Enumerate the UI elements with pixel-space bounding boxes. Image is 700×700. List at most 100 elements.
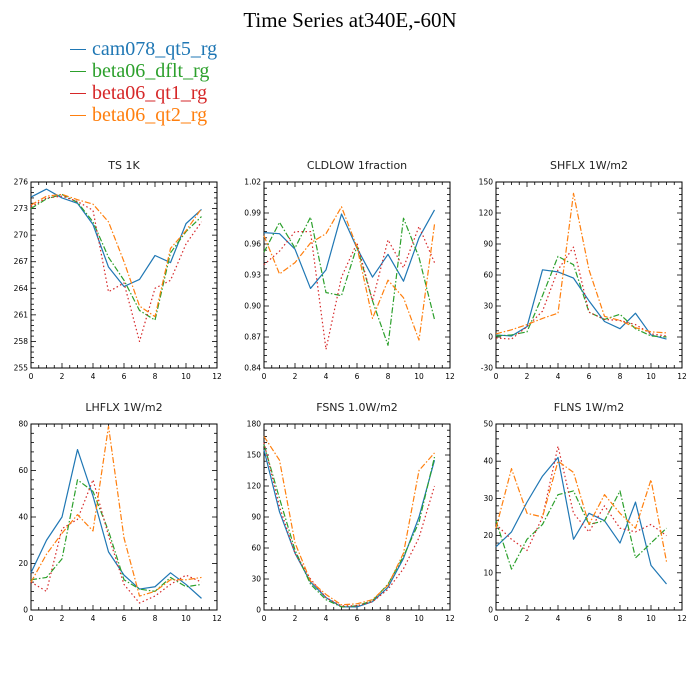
y-tick-label: 258 [14, 337, 29, 346]
legend-item-beta06-qt2: beta06_qt2_rg [70, 104, 217, 126]
y-tick-label: 80 [18, 420, 28, 429]
series-line-cam078-qt5-rg [495, 269, 667, 340]
x-tick-label: 12 [677, 372, 687, 381]
x-tick-label: 10 [646, 372, 656, 381]
y-tick-label: 120 [479, 209, 494, 218]
legend-swatch [70, 92, 86, 94]
y-tick-label: 20 [18, 559, 28, 568]
chart-title: CLDLOW 1fraction [307, 159, 407, 172]
x-tick-label: 2 [525, 372, 530, 381]
series-line-cam078-qt5-rg [30, 448, 202, 599]
x-tick-label: 8 [386, 614, 391, 623]
y-tick-label: 40 [483, 457, 493, 466]
y-tick-label: 60 [18, 466, 28, 475]
y-tick-label: 264 [14, 284, 29, 293]
x-tick-label: 0 [29, 614, 34, 623]
legend-label: beta06_qt2_rg [92, 104, 208, 126]
series-line-beta06-dflt-rg [495, 255, 667, 338]
legend-swatch [70, 70, 86, 72]
series-line-beta06-dflt-rg [30, 479, 202, 593]
chart-title: SHFLX 1W/m2 [550, 159, 628, 172]
legend-label: cam078_qt5_rg [92, 38, 218, 60]
x-tick-label: 12 [212, 372, 222, 381]
chart-panel: LHFLX 1W/m2 0 2 4 6 8 10 12 0 20 40 60 80 [18, 401, 222, 623]
y-tick-label: -30 [481, 364, 493, 373]
x-tick-label: 12 [445, 614, 455, 623]
x-tick-label: 10 [181, 372, 191, 381]
x-tick-label: 4 [91, 372, 96, 381]
x-tick-label: 8 [153, 614, 158, 623]
y-tick-label: 276 [14, 178, 29, 187]
plot-frame [495, 423, 683, 611]
x-tick-label: 2 [60, 614, 65, 623]
series-line-cam078-qt5-rg [263, 209, 436, 290]
x-tick-label: 4 [324, 372, 329, 381]
y-tick-label: 0.84 [244, 364, 261, 373]
x-tick-label: 10 [181, 614, 191, 623]
y-tick-label: 0.96 [244, 240, 261, 249]
x-tick-label: 10 [414, 614, 424, 623]
series-line-beta06-qt2-rg [495, 192, 667, 335]
x-tick-label: 8 [153, 372, 158, 381]
legend-label: beta06_qt1_rg [92, 82, 208, 104]
series-line-beta06-dflt-rg [263, 444, 436, 608]
plot-frame [30, 423, 218, 611]
chart-title: LHFLX 1W/m2 [85, 401, 162, 414]
y-tick-label: 50 [483, 420, 493, 429]
x-tick-label: 2 [293, 614, 298, 623]
y-tick-label: 60 [251, 544, 261, 553]
y-tick-label: 120 [247, 482, 262, 491]
plot-frame [263, 181, 451, 369]
y-tick-label: 0 [23, 606, 28, 615]
x-tick-label: 8 [386, 372, 391, 381]
x-tick-label: 12 [677, 614, 687, 623]
series-line-beta06-qt1-rg [30, 195, 202, 343]
x-tick-label: 0 [262, 372, 267, 381]
series-line-beta06-qt1-rg [263, 225, 436, 350]
chart-title: TS 1K [107, 159, 140, 172]
x-tick-label: 2 [525, 614, 530, 623]
y-tick-label: 60 [483, 271, 493, 280]
chart-panel: TS 1K 0 2 4 6 8 10 12 255 258 261 264 267 270 273 276 [14, 159, 222, 381]
legend-item-beta06-dflt: beta06_dflt_rg [70, 60, 217, 82]
chart-title: FSNS 1.0W/m2 [316, 401, 398, 414]
y-tick-label: 0.93 [244, 271, 261, 280]
series-line-beta06-qt1-rg [495, 246, 667, 340]
x-tick-label: 8 [618, 614, 623, 623]
x-tick-label: 8 [618, 372, 623, 381]
chart-title: FLNS 1W/m2 [554, 401, 624, 414]
y-tick-label: 30 [483, 494, 493, 503]
y-tick-label: 0.99 [244, 209, 261, 218]
x-tick-label: 12 [445, 372, 455, 381]
y-tick-label: 30 [483, 302, 493, 311]
y-tick-label: 10 [483, 568, 493, 577]
series-line-beta06-dflt-rg [495, 490, 667, 570]
y-tick-label: 261 [14, 310, 29, 319]
plot-frame [263, 423, 451, 611]
x-tick-label: 2 [293, 372, 298, 381]
y-tick-label: 30 [251, 575, 261, 584]
series-line-cam078-qt5-rg [495, 456, 667, 585]
x-tick-label: 10 [414, 372, 424, 381]
y-tick-label: 267 [14, 257, 29, 266]
series-line-cam078-qt5-rg [263, 449, 436, 608]
y-tick-label: 150 [247, 451, 262, 460]
legend-swatch [70, 48, 86, 50]
x-tick-label: 6 [355, 614, 360, 623]
series-line-beta06-qt1-rg [495, 445, 667, 552]
series-line-cam078-qt5-rg [30, 188, 202, 288]
plot-frame [495, 181, 683, 369]
x-tick-label: 0 [494, 372, 499, 381]
legend-item-cam078: cam078_qt5_rg [70, 38, 217, 60]
x-tick-label: 0 [494, 614, 499, 623]
legend: cam078_qt5_rg beta06_dflt_rg beta06_qt1_… [70, 38, 217, 126]
x-tick-label: 6 [122, 372, 127, 381]
series-line-beta06-dflt-rg [263, 216, 436, 346]
y-tick-label: 0.87 [244, 333, 261, 342]
page-title: Time Series at340E,-60N [243, 8, 457, 32]
y-tick-label: 1.02 [244, 178, 261, 187]
y-tick-label: 273 [14, 204, 29, 213]
plot-frame [30, 181, 218, 369]
y-tick-label: 20 [483, 531, 493, 540]
